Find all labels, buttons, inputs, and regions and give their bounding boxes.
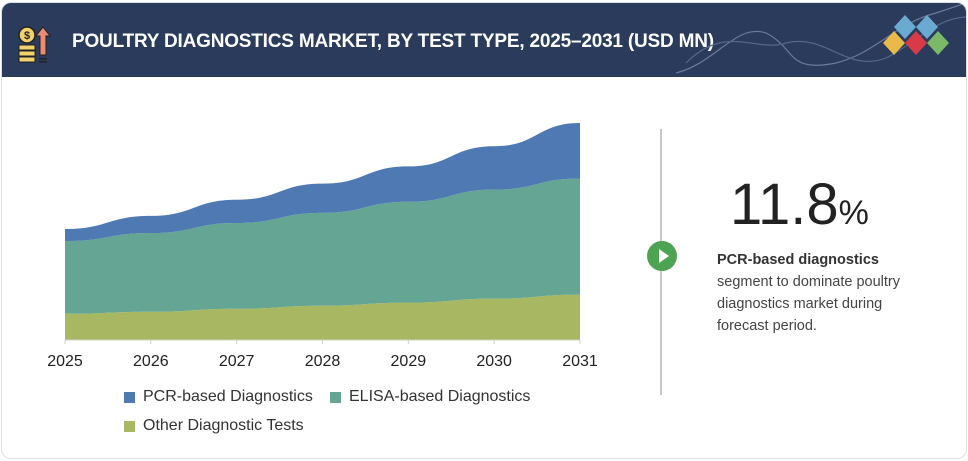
x-tick-label: 2029 [391,353,427,370]
brand-logo [883,15,949,55]
area-elisa-based-diagnostics [65,178,580,314]
legend-label: ELISA-based Diagnostics [349,388,531,405]
x-tick-label: 2026 [133,353,169,370]
legend-label: PCR-based Diagnostics [143,388,313,405]
legend-swatch [330,391,341,403]
legend-swatch [124,420,135,432]
highlight-segment: PCR-based diagnostics [717,252,879,268]
legend-item-pcr: PCR-based Diagnostics [124,388,313,406]
cagr-value: 11.8% [730,171,869,238]
legend-item-other: Other Diagnostic Tests [124,417,304,435]
x-tick-label: 2027 [219,353,255,370]
header-decoration [676,3,966,74]
play-icon [647,241,677,271]
stacked-area-chart: 2025 2026 2027 2028 2029 2030 2031 [47,123,598,370]
highlight-description: PCR-based diagnostics segment to dominat… [717,249,937,337]
area-other-diagnostic-tests [65,294,580,340]
legend-swatch [124,391,135,403]
highlight-text: segment to dominate poultry diagnostics … [717,274,900,334]
x-tick-label: 2028 [305,353,341,370]
coin-growth-icon: $ [18,26,52,63]
chart-title: POULTRY DIAGNOSTICS MARKET, BY TEST TYPE… [72,31,714,52]
header: $ POULTRY DIAGNOSTICS MARKET, BY TEST TY… [2,3,966,77]
cagr-number: 11.8 [730,172,839,237]
legend-item-elisa: ELISA-based Diagnostics [330,388,530,406]
cagr-unit: % [838,194,869,232]
x-tick-label: 2031 [562,353,598,370]
legend-label: Other Diagnostic Tests [143,417,304,434]
area-pcr-based-diagnostics [65,123,580,242]
svg-text:$: $ [24,30,30,42]
x-tick-label: 2030 [476,353,512,370]
x-tick-label: 2025 [47,353,83,370]
